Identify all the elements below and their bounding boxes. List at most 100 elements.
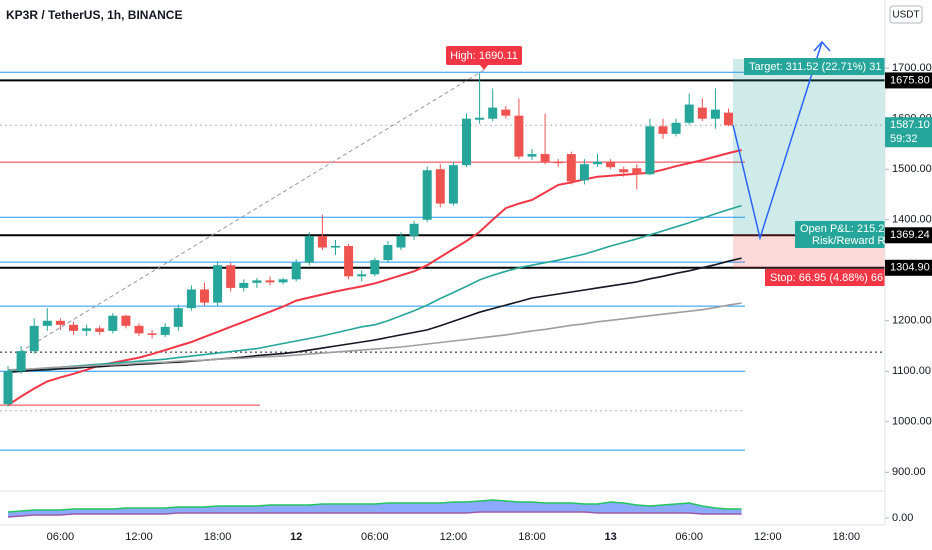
candle-body	[396, 235, 406, 248]
candle-body	[697, 107, 707, 119]
x-tick-label: 12	[290, 531, 302, 543]
y-tick-label: 900.00	[892, 466, 926, 478]
y-tick-label: 1700.00	[892, 62, 932, 74]
candle-body	[658, 126, 668, 134]
arrow-head	[813, 40, 831, 52]
y-tick-label: 1500.00	[892, 163, 932, 175]
candle-body	[462, 118, 471, 166]
candle-body	[501, 109, 511, 116]
candle-body	[265, 280, 275, 283]
target-zone	[733, 59, 885, 234]
ma-line	[7, 257, 742, 374]
candle-body	[55, 320, 65, 325]
high-label-box	[446, 46, 522, 65]
candle-body	[710, 109, 720, 119]
candle-body	[593, 161, 602, 165]
axes: 0.00900.001000.001100.001200.001300.0014…	[47, 62, 932, 543]
x-tick-label: 18:00	[518, 531, 546, 543]
candle-body	[186, 289, 196, 309]
indicator-line	[7, 499, 742, 513]
indicator-tick-label: 0.00	[892, 512, 913, 524]
x-tick-label: 12:00	[125, 531, 153, 543]
x-tick-label: 13	[604, 531, 616, 543]
candle-body	[278, 279, 288, 283]
price-label: 1304.90	[890, 262, 930, 274]
candle-body	[317, 235, 327, 248]
ma-line	[7, 149, 742, 406]
candle-body	[200, 289, 209, 303]
candle-body	[724, 112, 733, 126]
moving-averages	[7, 149, 742, 406]
high-label-pointer	[480, 65, 488, 70]
pnl-label: Open P&L: 215.25	[800, 223, 891, 235]
candle-body	[566, 154, 576, 182]
candle-body	[448, 165, 458, 204]
candle-body	[108, 315, 118, 331]
price-label-box	[885, 72, 932, 89]
candle-body	[357, 274, 367, 277]
candle-body	[579, 164, 589, 181]
pnl-box	[795, 221, 895, 248]
candle-body	[42, 320, 52, 326]
candle-body	[606, 161, 616, 168]
currency-box[interactable]	[889, 5, 923, 24]
candle-body	[619, 169, 629, 173]
time-axis-bg	[0, 525, 932, 550]
x-tick-label: 12:00	[440, 531, 468, 543]
candle-body	[82, 328, 92, 331]
candle-body	[488, 107, 498, 119]
candle-body	[409, 223, 419, 236]
projection	[732, 40, 831, 241]
candle-body	[331, 246, 340, 248]
candle-body	[422, 170, 432, 220]
candle-body	[645, 126, 655, 175]
candle-body	[121, 315, 131, 326]
stop-label-box	[765, 269, 895, 286]
target-label-box	[744, 58, 894, 75]
high-label: High: 1690.11	[450, 50, 518, 62]
annotations: High: 1690.11 Target: 311.52 (22.71%) 31…	[446, 46, 895, 286]
candle-body	[95, 328, 105, 332]
candle-body	[29, 325, 39, 352]
rr-label: Risk/Reward Ra	[812, 235, 892, 247]
currency: USDT	[892, 10, 919, 21]
candle-body	[435, 169, 445, 204]
stop-label: Stop: 66.95 (4.88%) 66	[770, 272, 883, 284]
candle-body	[291, 262, 301, 280]
indicator-line	[7, 511, 742, 518]
candle-body	[239, 282, 249, 288]
x-tick-label: 06:00	[47, 531, 75, 543]
candle-body	[370, 260, 380, 275]
x-tick-label: 06:00	[361, 531, 389, 543]
candle-body	[147, 333, 157, 335]
countdown: 59:32	[890, 133, 918, 145]
price-label: 1369.24	[890, 229, 930, 241]
candle-body	[540, 154, 550, 162]
candle-body	[213, 265, 223, 303]
candle-body	[160, 326, 170, 335]
candles	[3, 73, 733, 407]
price-label-box	[885, 259, 932, 276]
candle-body	[671, 122, 681, 134]
candle-body	[475, 117, 485, 120]
candle-body	[514, 115, 524, 157]
x-tick-label: 06:00	[675, 531, 703, 543]
indicator-pane	[7, 499, 742, 518]
target-label: Target: 311.52 (22.71%) 31	[749, 61, 882, 73]
candle-body	[16, 351, 26, 372]
x-tick-label: 12:00	[754, 531, 782, 543]
price-label-box	[885, 117, 932, 148]
x-tick-label: 18:00	[204, 531, 232, 543]
candle-body	[134, 325, 144, 334]
candle-body	[632, 168, 642, 175]
price-label: 1587.10	[890, 119, 930, 131]
drawing-tools	[19, 59, 885, 353]
x-tick-label: 18:00	[833, 531, 861, 543]
candle-body	[173, 308, 183, 327]
price-label: 1675.80	[890, 74, 930, 86]
candle-body	[383, 245, 393, 261]
projection-arrow	[732, 41, 823, 241]
y-tick-label: 1400.00	[892, 214, 932, 226]
candle-body	[684, 104, 694, 123]
